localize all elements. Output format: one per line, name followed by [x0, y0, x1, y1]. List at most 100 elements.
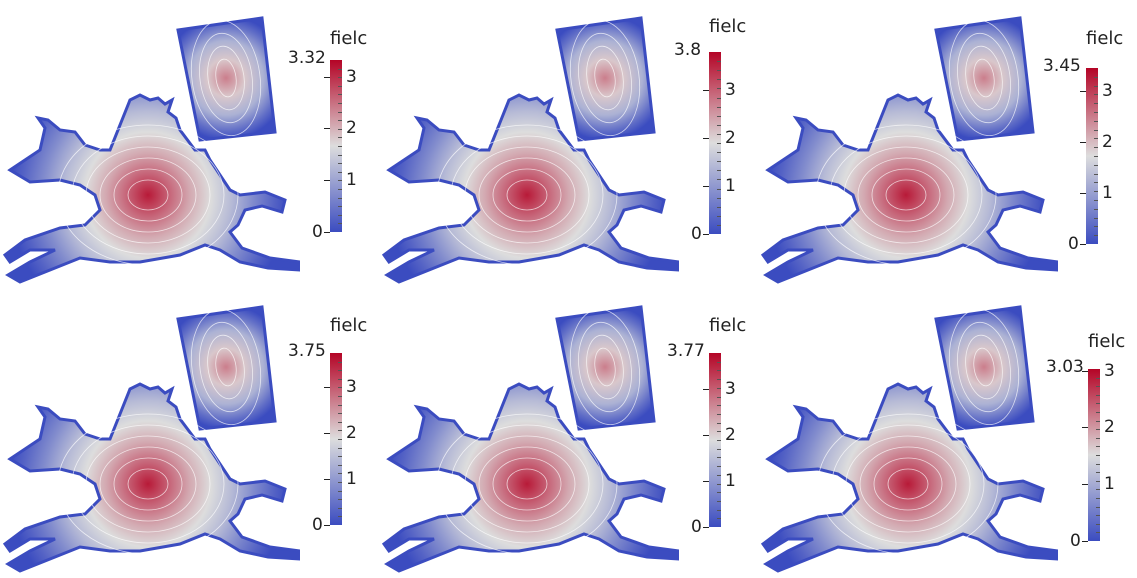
- colorbar-minor-tick: [1094, 191, 1098, 193]
- colorbar-minor-tick: [338, 464, 342, 466]
- contour-line: [492, 457, 562, 511]
- colorbar-minor-tick: [1094, 156, 1098, 157]
- colorbar-minor-tick: [1096, 532, 1100, 534]
- contour-line: [586, 45, 624, 111]
- colorbar-minor-tick: [338, 499, 342, 501]
- contour-line: [948, 308, 1020, 426]
- contour-line: [85, 435, 211, 533]
- contour-line: [973, 347, 995, 387]
- colorbar-max-label: 3.77: [667, 341, 705, 361]
- colorbar-tick: [1082, 427, 1088, 429]
- colorbar-minor-tick: [338, 370, 342, 372]
- colorbar-minor-tick: [717, 448, 721, 450]
- colorbar-minor-tick: [1094, 208, 1098, 210]
- contour-line: [578, 321, 632, 413]
- colorbar-minor-tick: [338, 387, 342, 389]
- field-panel-1: fielc 3.32 3 2 1 0: [0, 0, 379, 289]
- colorbar-minor-tick: [1094, 120, 1098, 122]
- colorbar-minor-tick: [1096, 463, 1100, 465]
- field-plot: [381, 305, 679, 573]
- contour-line: [190, 308, 262, 426]
- colorbar-minor-tick: [338, 77, 342, 79]
- colorbar-minor-tick: [1094, 173, 1098, 175]
- contour-line: [578, 32, 632, 124]
- colorbar-tick-label: 2: [725, 128, 736, 149]
- colorbar-minor-tick: [717, 188, 721, 190]
- colorbar-tick-label: 0: [691, 224, 702, 244]
- contour-line: [207, 45, 245, 111]
- colorbar-tick: [703, 138, 709, 140]
- contour-line: [965, 334, 1003, 400]
- colorbar-minor-tick: [1094, 164, 1098, 166]
- colorbar-minor-tick: [717, 431, 721, 433]
- colorbar-minor-tick: [1096, 412, 1100, 413]
- colorbar-tick-label: 2: [346, 118, 357, 139]
- colorbar-minor-tick: [1096, 515, 1100, 517]
- colorbar-minor-tick: [338, 171, 342, 173]
- colorbar-minor-tick: [338, 85, 342, 87]
- colorbar-tick-label: 1: [1102, 182, 1113, 203]
- colorbar-tick-label: 1: [346, 469, 357, 490]
- contour-line: [199, 321, 253, 413]
- colorbar-minor-tick: [338, 94, 342, 96]
- colorbar-tick: [703, 480, 709, 482]
- colorbar-minor-tick: [338, 120, 342, 122]
- colorbar-tick-label: 2: [1104, 417, 1115, 438]
- contour-line: [85, 146, 211, 244]
- colorbar-tick-label: 0: [691, 517, 702, 537]
- colorbar-minor-tick: [338, 421, 342, 423]
- colorbar-max-label: 3.8: [674, 40, 702, 60]
- colorbar-minor-tick: [1094, 76, 1098, 78]
- contour-line: [873, 457, 943, 511]
- colorbar-minor-tick: [717, 79, 721, 81]
- contour-line: [436, 124, 618, 266]
- colorbar-tick-label: 0: [312, 222, 323, 242]
- colorbar-max-label: 3.32: [288, 48, 326, 68]
- colorbar-minor-tick: [717, 361, 721, 363]
- colorbar-tick: [1082, 370, 1088, 372]
- contour-line: [57, 124, 239, 266]
- contour-line: [492, 168, 562, 222]
- horse-domain: [760, 382, 1058, 573]
- colorbar-minor-tick: [1094, 226, 1098, 228]
- colorbar-tick-label: 1: [725, 470, 736, 491]
- colorbar-minor-tick: [338, 111, 342, 113]
- colorbar-minor-tick: [1096, 386, 1100, 388]
- colorbar-tick: [324, 433, 330, 435]
- colorbar-tick-label: 2: [346, 423, 357, 444]
- colorbar-tick: [1080, 90, 1086, 92]
- colorbar-tick: [1080, 244, 1086, 245]
- colorbar-minor-tick: [1096, 523, 1100, 525]
- colorbar-minor-tick: [338, 361, 342, 363]
- colorbar-tick: [1080, 141, 1086, 143]
- horse-domain: [2, 93, 300, 284]
- colorbar-minor-tick: [1096, 506, 1100, 508]
- colorbar-tick: [1082, 541, 1088, 542]
- colorbar-minor-tick: [1096, 472, 1100, 474]
- horse-domain: [381, 382, 679, 573]
- colorbar-tick: [703, 234, 709, 235]
- colorbar-minor-tick: [338, 180, 342, 182]
- colorbar-minor-tick: [717, 379, 721, 381]
- field-panel-6: fielc 3.03 3 2 1 0: [758, 289, 1137, 578]
- colorbar-tick: [1082, 484, 1088, 486]
- contour-line: [506, 179, 548, 211]
- contour-line: [57, 413, 239, 555]
- field-panel-4: fielc 3.75 3 2 1 0: [0, 289, 379, 578]
- contour-line: [478, 446, 576, 522]
- colorbar-tick: [324, 232, 330, 233]
- contour-line: [957, 32, 1011, 124]
- contour-line: [506, 468, 548, 500]
- contour-line: [99, 157, 197, 233]
- colorbar-minor-tick: [1094, 94, 1098, 96]
- colorbar-minor-tick: [1096, 498, 1100, 499]
- colorbar-minor-tick: [338, 146, 342, 147]
- colorbar-tick-label: 3: [725, 80, 736, 101]
- colorbar-minor-tick: [338, 189, 342, 190]
- contour-line: [957, 321, 1011, 413]
- rectangle-domain: [555, 16, 656, 142]
- colorbar-minor-tick: [717, 170, 721, 172]
- colorbar-minor-tick: [338, 103, 342, 104]
- colorbar-minor-tick: [338, 206, 342, 208]
- colorbar-minor-tick: [338, 137, 342, 139]
